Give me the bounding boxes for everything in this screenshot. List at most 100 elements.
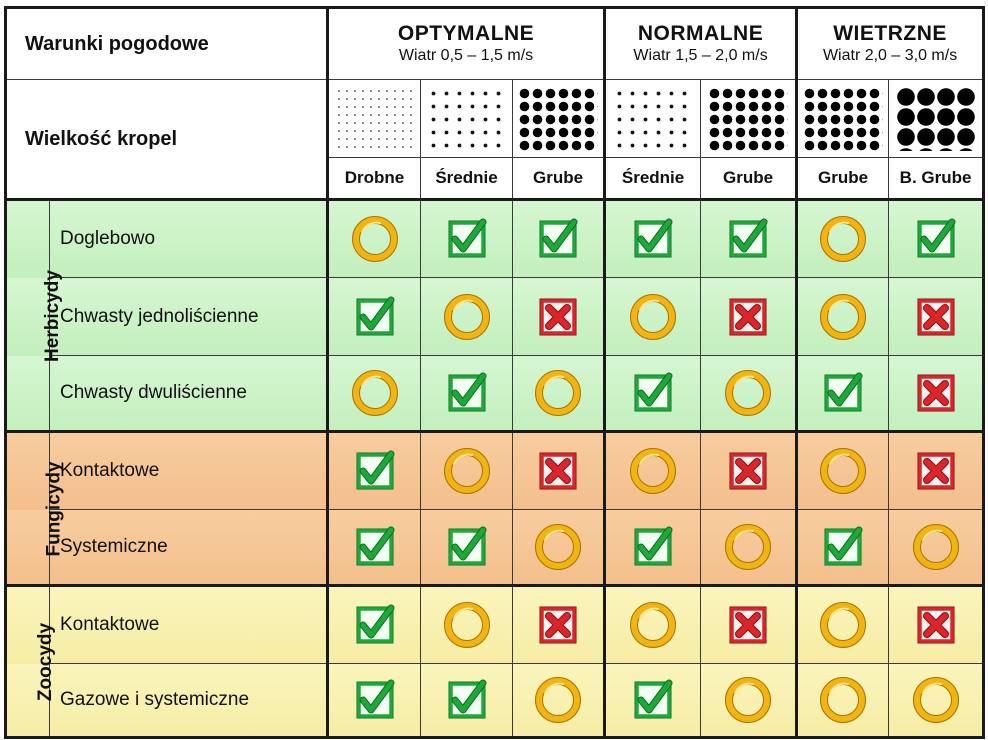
group-title: OPTYMALNE: [397, 22, 535, 45]
green-check-icon: [356, 526, 395, 566]
green-check-icon: [448, 526, 487, 566]
table-row: Herbicydy Doglebowo: [5, 198, 985, 432]
status-cell: [512, 509, 606, 586]
red-cross-icon: [539, 606, 577, 644]
status-cell: [603, 355, 702, 432]
green-check-icon: [634, 218, 673, 258]
status-cell: [512, 584, 606, 664]
yellow-circle-icon: [351, 370, 398, 416]
status-cell: [700, 430, 798, 510]
group-wind-range: Wiatr 2,0 – 3,0 m/s: [822, 47, 958, 64]
category-herbicides: Herbicydy: [5, 198, 63, 432]
droplet-pattern-coarse: [795, 79, 890, 158]
droplet-pattern-coarse: [512, 79, 606, 158]
droplet-medium-icon: [426, 86, 507, 151]
table-row: Chwasty jednoliścienne: [5, 277, 985, 356]
droplet-pattern-coarse: [700, 79, 798, 158]
green-check-icon: [356, 296, 395, 335]
droplet-coarse-icon: [803, 86, 884, 151]
status-cell: [420, 663, 514, 738]
status-cell: [795, 509, 890, 586]
red-cross-icon: [539, 452, 577, 490]
status-cell: [603, 584, 702, 664]
size-label: Drobne: [326, 157, 422, 200]
row-label: Chwasty jednoliścienne: [48, 277, 329, 356]
size-label: Grube: [700, 157, 798, 200]
yellow-circle-icon: [351, 216, 398, 262]
status-cell: [420, 584, 514, 664]
category-label: Herbicydy: [41, 269, 63, 362]
group-wind-range: Wiatr 0,5 – 1,5 m/s: [398, 47, 534, 64]
green-check-icon: [634, 372, 673, 412]
table-body: Herbicydy Doglebowo Chwasty jednoliścienne…: [5, 198, 985, 738]
yellow-circle-icon: [820, 602, 867, 648]
green-check-icon: [539, 218, 578, 258]
green-check-icon: [824, 372, 863, 412]
status-cell: [700, 663, 798, 738]
category-zoocides: Zoocydy: [5, 584, 56, 738]
droplet-pattern-very-coarse: [888, 79, 985, 158]
spray-conditions-table: Warunki pogodowe OPTYMALNE Wiatr 0,5 – 1…: [4, 6, 986, 739]
green-check-icon: [729, 218, 768, 258]
yellow-circle-icon: [725, 677, 772, 723]
green-check-icon: [356, 450, 395, 490]
yellow-circle-icon: [912, 524, 959, 570]
yellow-circle-icon: [912, 677, 959, 723]
status-cell: [795, 277, 890, 356]
status-cell: [888, 663, 985, 738]
row-label: Gazowe i systemiczne: [48, 663, 329, 738]
yellow-circle-icon: [725, 524, 772, 570]
status-cell: [888, 430, 985, 510]
status-cell: [326, 584, 422, 664]
green-check-icon: [356, 679, 395, 719]
droplet-very-coarse-icon: [895, 86, 976, 151]
status-cell: [326, 198, 422, 278]
status-cell: [888, 277, 985, 356]
droplet-coarse-icon: [518, 86, 599, 151]
size-label: Grube: [795, 157, 890, 200]
droplet-pattern-fine: [326, 79, 422, 158]
yellow-circle-icon: [443, 602, 490, 648]
yellow-circle-icon: [535, 370, 582, 416]
red-cross-icon: [917, 452, 955, 490]
group-header-normal: NORMALNE Wiatr 1,5 – 2,0 m/s: [603, 7, 798, 80]
table-row: Fungicydy Kontaktowe: [5, 430, 985, 586]
droplet-coarse-icon: [708, 86, 789, 151]
size-label: Średnie: [603, 157, 702, 200]
category-label: Fungicydy: [43, 460, 65, 557]
status-cell: [700, 584, 798, 664]
spray-conditions-table-wrapper: Warunki pogodowe OPTYMALNE Wiatr 0,5 – 1…: [4, 6, 986, 739]
status-cell: [603, 198, 702, 278]
yellow-circle-icon: [820, 293, 867, 340]
status-cell: [795, 430, 890, 510]
status-cell: [700, 355, 798, 432]
red-cross-icon: [729, 452, 767, 490]
yellow-circle-icon: [820, 216, 867, 262]
group-title: NORMALNE: [637, 22, 764, 45]
yellow-circle-icon: [820, 448, 867, 494]
status-cell: [795, 663, 890, 738]
yellow-circle-icon: [820, 677, 867, 723]
group-title: WIETRZNE: [833, 22, 947, 45]
green-check-icon: [448, 679, 487, 719]
status-cell: [603, 663, 702, 738]
category-fungicides: Fungicydy: [5, 430, 65, 586]
status-cell: [326, 663, 422, 738]
yellow-circle-icon: [443, 293, 490, 340]
status-cell: [603, 277, 702, 356]
status-cell: [795, 584, 890, 664]
status-cell: [420, 198, 514, 278]
row-label: Systemiczne: [48, 509, 329, 586]
green-check-icon: [448, 372, 487, 412]
status-cell: [420, 430, 514, 510]
droplet-pattern-medium: [603, 79, 702, 158]
status-cell: [700, 198, 798, 278]
group-wind-range: Wiatr 1,5 – 2,0 m/s: [633, 47, 768, 64]
weather-conditions-label: Warunki pogodowe: [4, 7, 329, 80]
status-cell: [795, 198, 890, 278]
status-cell: [420, 277, 514, 356]
table-row: Zoocydy Kontaktowe: [5, 584, 985, 738]
status-cell: [603, 509, 702, 586]
group-header-windy: WIETRZNE Wiatr 2,0 – 3,0 m/s: [795, 7, 985, 80]
red-cross-icon: [729, 606, 767, 644]
